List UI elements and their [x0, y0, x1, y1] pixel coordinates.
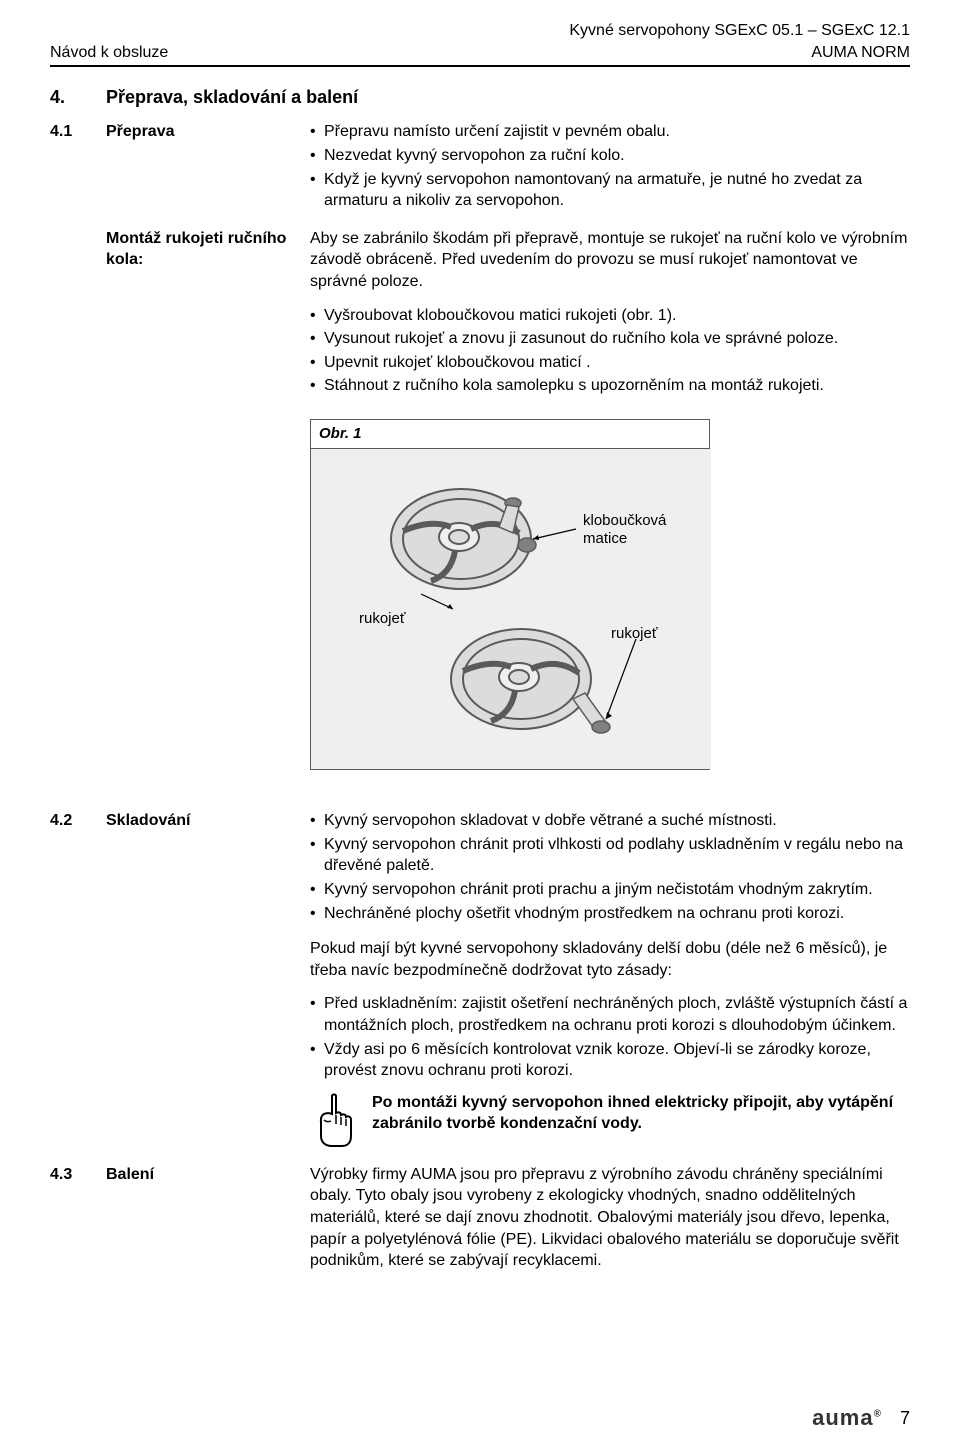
figure-label-matice-2: matice — [583, 529, 627, 549]
list-item: Nechráněné plochy ošetřit vhodným prostř… — [310, 903, 910, 925]
montaz-para: Aby se zabránilo škodám při přepravě, mo… — [310, 228, 910, 293]
list-item: Nezvedat kyvný servopohon za ruční kolo. — [310, 145, 910, 167]
list-item: Když je kyvný servopohon namontovaný na … — [310, 169, 910, 212]
page-header: Návod k obsluze Kyvné servopohony SGExC … — [50, 20, 910, 67]
figure-1-caption: Obr. 1 — [311, 420, 709, 449]
section-4-3-para: Výrobky firmy AUMA jsou pro přepravu z v… — [310, 1164, 910, 1272]
warning-block: Po montáži kyvný servopohon ihned elektr… — [310, 1092, 910, 1148]
section-4-1-num: 4.1 — [50, 121, 106, 213]
section-4-2-num: 4.2 — [50, 810, 106, 1162]
figure-label-rukojet: rukojeť — [359, 609, 405, 629]
section-4: 4. Přeprava, skladování a balení — [50, 85, 910, 119]
figure-1-body: rukojeť kloboučková matice rukojeť — [311, 449, 709, 769]
list-item: Kyvný servopohon chránit proti vlhkosti … — [310, 834, 910, 877]
section-4-2: 4.2 Skladování Kyvný servopohon skladova… — [50, 810, 910, 1162]
section-4-num: 4. — [50, 85, 106, 119]
list-item: Vysunout rukojeť a znovu ji zasunout do … — [310, 328, 910, 350]
section-4-1-list: Přepravu namísto určení zajistit v pevné… — [310, 121, 910, 211]
section-4-3-body: Výrobky firmy AUMA jsou pro přepravu z v… — [310, 1164, 910, 1284]
section-4-3-num: 4.3 — [50, 1164, 106, 1284]
section-4-2-label: Skladování — [106, 810, 310, 1162]
page-footer: auma® 7 — [812, 1403, 910, 1433]
list-item: Stáhnout z ručního kola samolepku s upoz… — [310, 375, 910, 397]
section-4-2-list1: Kyvný servopohon skladovat v dobře větra… — [310, 810, 910, 924]
list-item: Kyvný servopohon skladovat v dobře větra… — [310, 810, 910, 832]
list-item: Vyšroubovat kloboučkovou matici rukojeti… — [310, 305, 910, 327]
montaz-label: Montáž rukojeti ručního kola: — [106, 228, 310, 399]
header-left: Návod k obsluze — [50, 42, 168, 64]
list-item: Kyvný servopohon chránit proti prachu a … — [310, 879, 910, 901]
section-4-2-body: Kyvný servopohon skladovat v dobře větra… — [310, 810, 910, 1162]
section-4-1-label: Přeprava — [106, 121, 310, 213]
figure-label-rukojet2: rukojeť — [611, 624, 657, 644]
figure-1: Obr. 1 — [310, 419, 710, 770]
pointing-hand-icon — [310, 1092, 358, 1148]
section-4-2-list2: Před uskladněním: zajistit ošetření nech… — [310, 993, 910, 1081]
list-item: Před uskladněním: zajistit ošetření nech… — [310, 993, 910, 1036]
header-norm: AUMA NORM — [569, 42, 910, 64]
list-item: Přepravu namísto určení zajistit v pevné… — [310, 121, 910, 143]
warning-text: Po montáži kyvný servopohon ihned elektr… — [372, 1092, 910, 1135]
section-4-title: Přeprava, skladování a balení — [106, 85, 358, 109]
page-number: 7 — [900, 1406, 910, 1430]
section-4-1-body: Přepravu namísto určení zajistit v pevné… — [310, 121, 910, 213]
section-4-1: 4.1 Přeprava Přepravu namísto určení zaj… — [50, 121, 910, 213]
header-product-line: Kyvné servopohony SGExC 05.1 – SGExC 12.… — [569, 20, 910, 42]
list-item: Upevnit rukojeť kloboučkovou maticí . — [310, 352, 910, 374]
section-4-2-para: Pokud mají být kyvné servopohony skladov… — [310, 938, 910, 981]
section-4-3: 4.3 Balení Výrobky firmy AUMA jsou pro p… — [50, 1164, 910, 1284]
montaz-block: Montáž rukojeti ručního kola: Aby se zab… — [50, 228, 910, 399]
header-right: Kyvné servopohony SGExC 05.1 – SGExC 12.… — [569, 20, 910, 63]
montaz-body: Aby se zabránilo škodám při přepravě, mo… — [310, 228, 910, 399]
list-item: Vždy asi po 6 měsících kontrolovat vznik… — [310, 1039, 910, 1082]
montaz-list: Vyšroubovat kloboučkovou matici rukojeti… — [310, 305, 910, 397]
auma-logo: auma® — [812, 1403, 882, 1433]
section-4-3-label: Balení — [106, 1164, 310, 1284]
